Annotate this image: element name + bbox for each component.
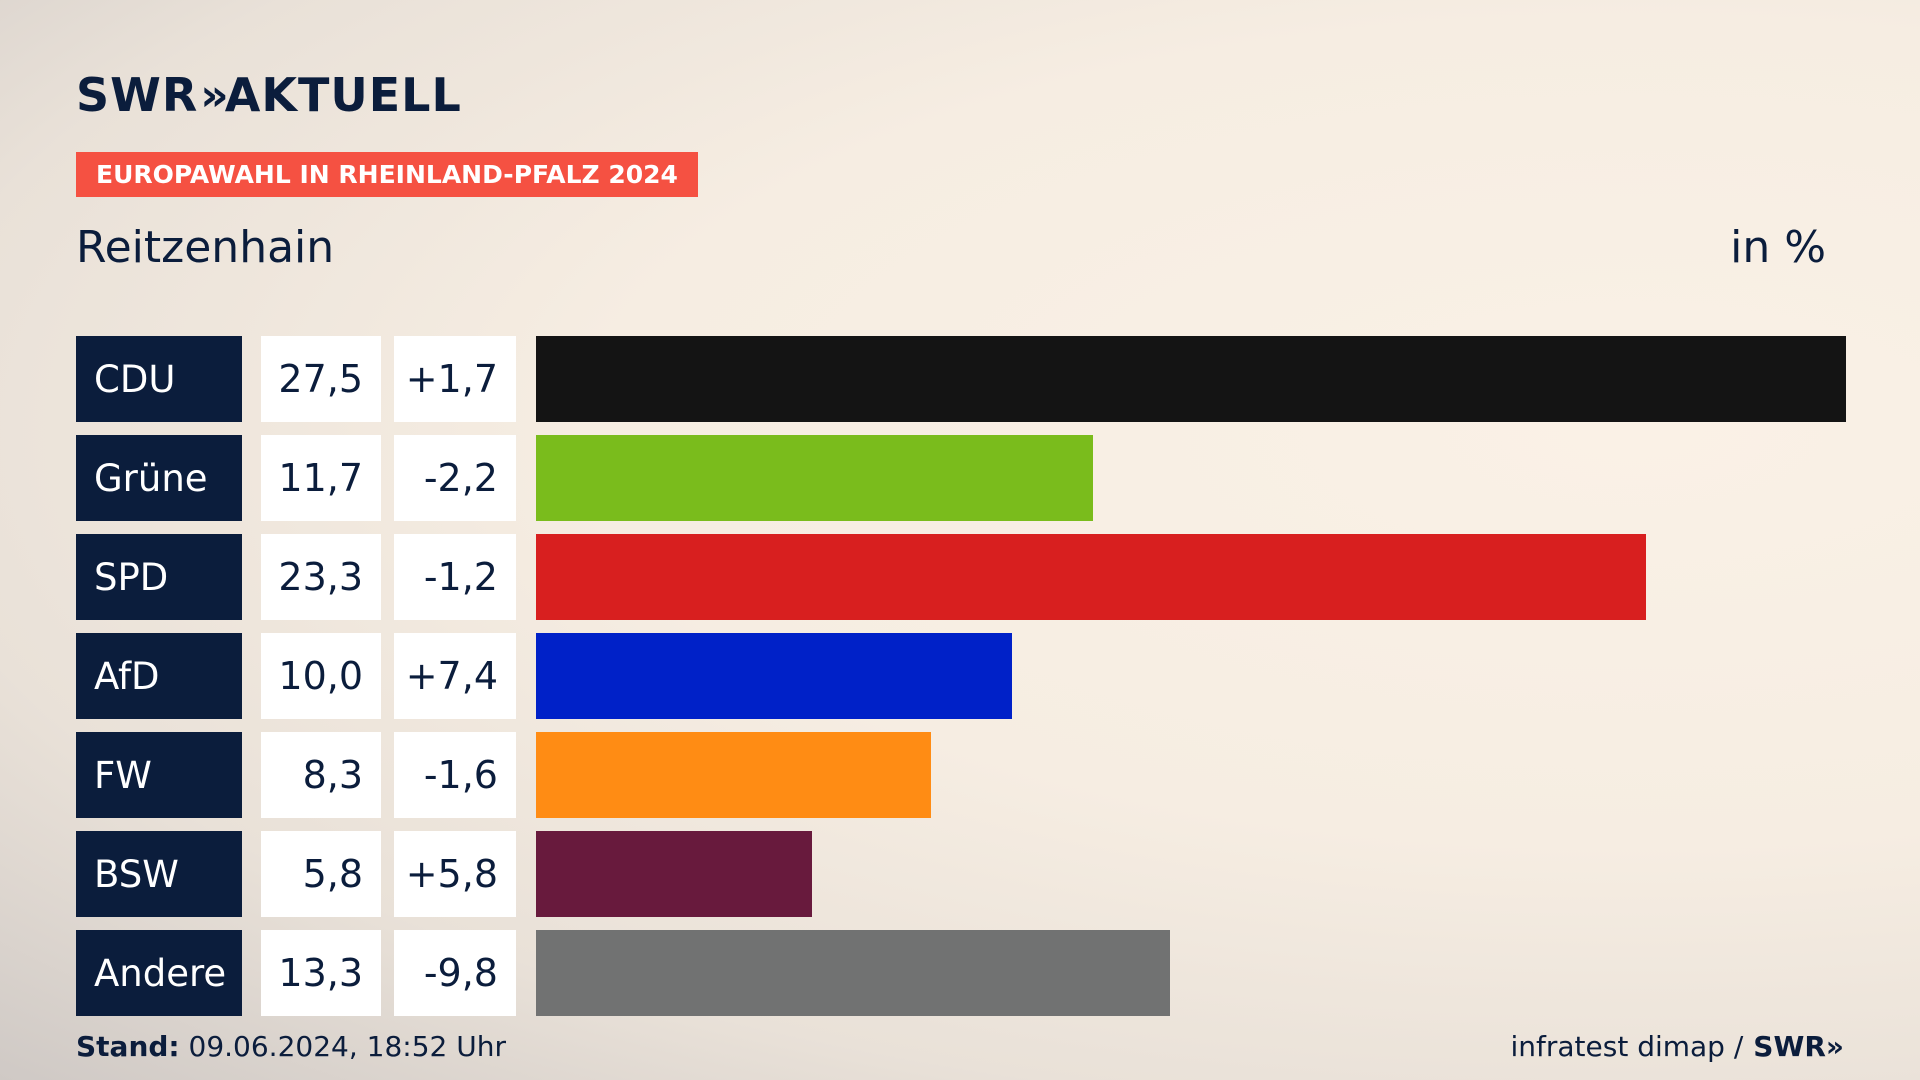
vote-change-value: -2,2 [394,435,516,521]
vote-change-value: +7,4 [394,633,516,719]
vote-change-value: -1,6 [394,732,516,818]
party-label: AfD [76,633,242,719]
stand-value: 09.06.2024, 18:52 Uhr [179,1030,506,1063]
result-row: AfD 10,0 +7,4 [76,633,1846,719]
result-bar [536,336,1846,422]
party-label: FW [76,732,242,818]
place-title: Reitzenhain [76,222,335,273]
vote-share-value: 23,3 [261,534,381,620]
party-label: CDU [76,336,242,422]
result-row: Grüne 11,7 -2,2 [76,435,1846,521]
result-row: CDU 27,5 +1,7 [76,336,1846,422]
vote-share-value: 27,5 [261,336,381,422]
result-bar [536,633,1012,719]
vote-change-value: +1,7 [394,336,516,422]
logo-aktuell: AKTUELL [224,68,462,122]
source-text: infratest dimap / [1510,1030,1744,1063]
result-row: FW 8,3 -1,6 [76,732,1846,818]
party-label: Grüne [76,435,242,521]
logo-swr: SWR [76,68,199,122]
result-row: SPD 23,3 -1,2 [76,534,1846,620]
vote-change-value: +5,8 [394,831,516,917]
result-bar [536,435,1093,521]
timestamp: Stand: 09.06.2024, 18:52 Uhr [76,1030,506,1063]
party-label: Andere [76,930,242,1016]
vote-share-value: 5,8 [261,831,381,917]
election-banner: EUROPAWAHL IN RHEINLAND-PFALZ 2024 [76,152,698,197]
result-bar [536,930,1170,1016]
result-row: BSW 5,8 +5,8 [76,831,1846,917]
result-bar [536,732,931,818]
swr-aktuell-logo: SWR » AKTUELL [76,68,462,122]
result-bar [536,831,812,917]
result-bar [536,534,1646,620]
vote-share-value: 11,7 [261,435,381,521]
party-label: BSW [76,831,242,917]
chevron-double-icon: » [200,69,229,121]
vote-change-value: -9,8 [394,930,516,1016]
stand-label: Stand: [76,1030,180,1063]
vote-share-value: 13,3 [261,930,381,1016]
source-brand: SWR» [1753,1030,1844,1063]
unit-label: in % [1730,222,1826,273]
result-row: Andere 13,3 -9,8 [76,930,1846,1016]
party-label: SPD [76,534,242,620]
source-credit: infratest dimap / SWR» [1510,1030,1844,1063]
vote-share-value: 8,3 [261,732,381,818]
vote-change-value: -1,2 [394,534,516,620]
vote-share-value: 10,0 [261,633,381,719]
